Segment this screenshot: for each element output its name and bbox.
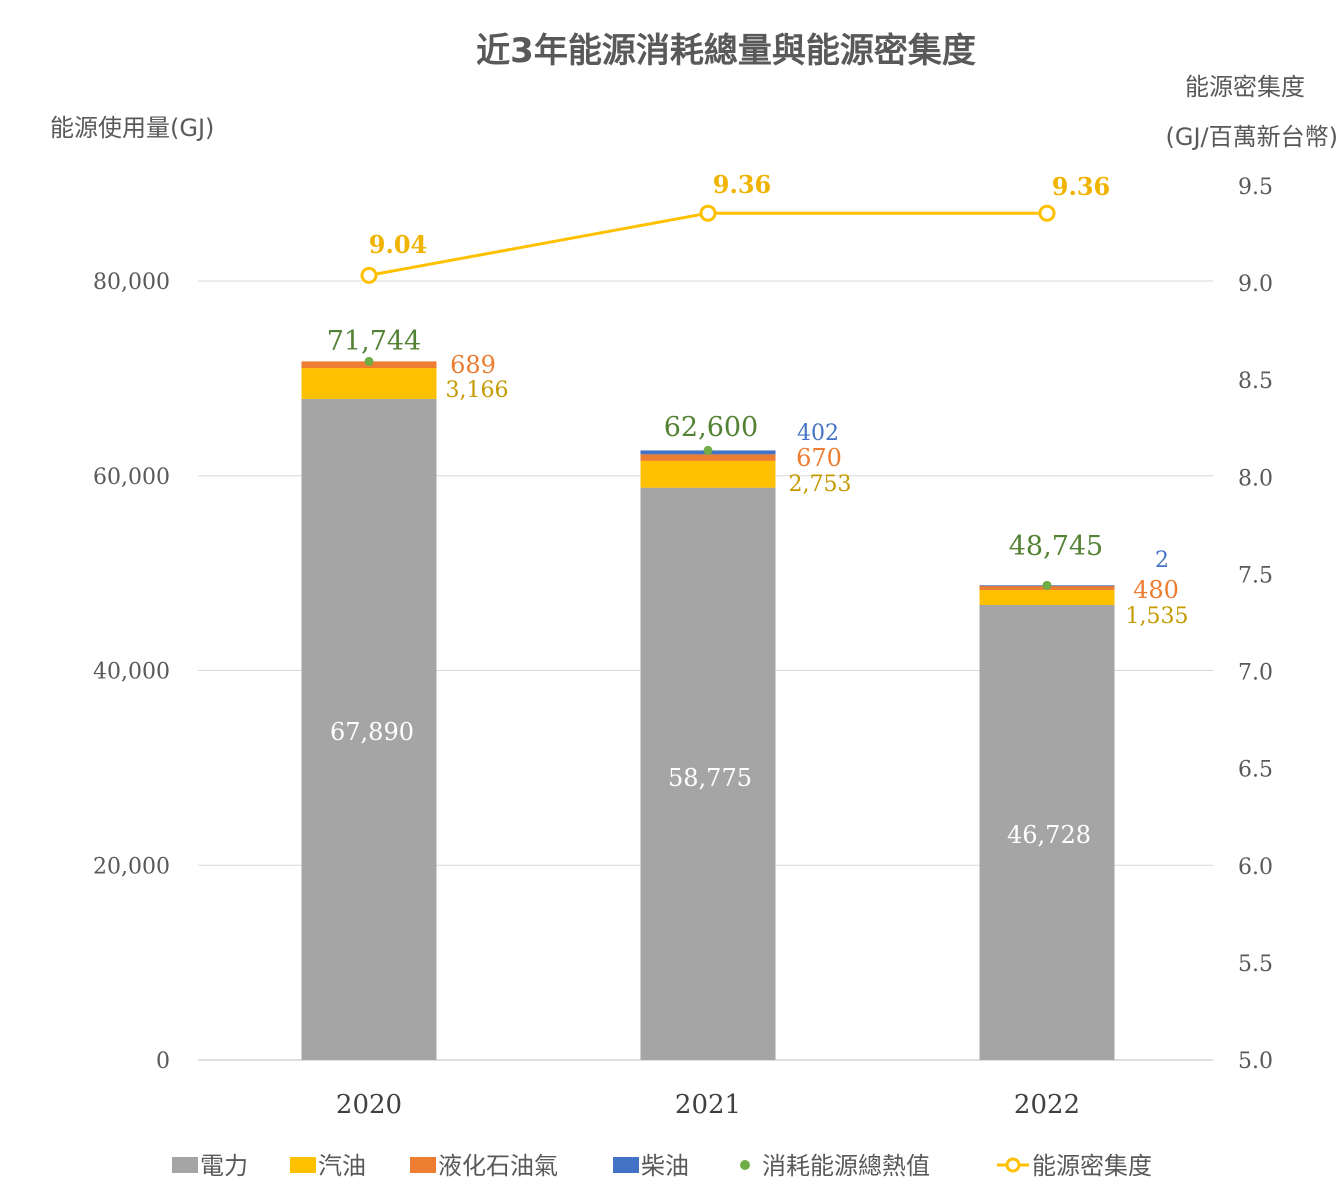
bar-segment-gasoline: [640, 460, 776, 488]
legend-label-lpg: 液化石油氣: [438, 1152, 558, 1180]
y2-tick-label: 8.0: [1238, 466, 1273, 491]
y2-tick-label: 7.0: [1238, 661, 1273, 686]
y2-axis-title-line1: 能源密集度: [1185, 73, 1305, 101]
legend-swatch-lpg: [410, 1157, 436, 1173]
y2-axis-title-line2: (GJ/百萬新台幣): [1166, 123, 1339, 151]
legend-label-intensity: 能源密集度: [1032, 1152, 1152, 1180]
legend: 電力 汽油 液化石油氣 柴油 消耗能源總熱值 能源密集度: [172, 1152, 1152, 1180]
y2-tick-label: 6.5: [1238, 758, 1273, 783]
bar-segment-lpg: [640, 454, 776, 461]
label-total: 71,744: [327, 326, 421, 357]
x-tick-label: 2022: [1014, 1090, 1080, 1120]
legend-swatch-electricity: [172, 1157, 198, 1173]
label-gasoline: 1,535: [1126, 604, 1189, 629]
label-diesel: 402: [797, 421, 839, 446]
intensity-line: [360, 204, 1056, 590]
y2-tick-label: 7.5: [1238, 563, 1273, 588]
y-tick-label: 20,000: [93, 854, 170, 879]
label-electricity: 46,728: [1007, 821, 1091, 849]
intensity-point: [1038, 204, 1056, 222]
label-intensity: 9.36: [713, 170, 771, 199]
bar-segment-electricity: [979, 604, 1115, 1060]
label-gasoline: 2,753: [789, 472, 852, 497]
legend-label-electricity: 電力: [200, 1152, 248, 1180]
label-total: 48,745: [1009, 531, 1103, 562]
data-labels: 67,890 58,775 46,728 71,744 62,600 48,745 3,16…: [327, 170, 1189, 849]
y2-tick-label: 9.5: [1238, 175, 1273, 200]
label-lpg: 689: [450, 351, 496, 379]
legend-label-diesel: 柴油: [641, 1152, 689, 1180]
label-gasoline: 3,166: [446, 378, 509, 403]
bar-segment-gasoline: [979, 590, 1115, 605]
label-diesel: 2: [1155, 548, 1169, 573]
legend-marker-intensity: [1005, 1157, 1021, 1173]
x-tick-label: 2021: [675, 1090, 741, 1120]
total-marker: [1042, 580, 1052, 590]
label-intensity: 9.04: [369, 230, 427, 259]
y2-tick-label: 6.0: [1238, 855, 1273, 880]
label-lpg: 670: [796, 444, 842, 472]
y-tick-label: 40,000: [93, 660, 170, 685]
y2-tick-label: 9.0: [1238, 272, 1273, 297]
bar-segment-electricity: [640, 487, 776, 1060]
y-tick-label: 0: [156, 1049, 170, 1074]
y-tick-label: 80,000: [93, 270, 170, 295]
legend-label-total: 消耗能源總熱值: [762, 1152, 930, 1180]
intensity-point: [699, 204, 717, 222]
label-lpg: 480: [1133, 576, 1179, 604]
total-marker: [703, 445, 713, 455]
total-marker: [364, 356, 374, 366]
intensity-line-path: [368, 211, 1047, 277]
label-total: 62,600: [664, 412, 758, 443]
legend-marker-total: [740, 1160, 750, 1170]
label-electricity: 58,775: [668, 764, 752, 792]
y2-tick-label: 5.5: [1238, 952, 1273, 977]
legend-label-gasoline: 汽油: [318, 1152, 366, 1180]
x-tick-label: 2020: [336, 1090, 402, 1120]
y2-tick-label: 8.5: [1238, 369, 1273, 394]
chart-title: 近3年能源消耗總量與能源密集度: [476, 31, 976, 71]
bars: [301, 361, 1115, 1060]
y2-tick-label: 5.0: [1238, 1049, 1273, 1074]
y-tick-label: 60,000: [93, 465, 170, 490]
legend-swatch-diesel: [613, 1157, 639, 1173]
label-intensity: 9.36: [1052, 172, 1110, 201]
intensity-point: [360, 266, 378, 284]
label-electricity: 67,890: [330, 718, 414, 746]
bar-segment-electricity: [301, 398, 437, 1060]
legend-swatch-gasoline: [290, 1157, 316, 1173]
bar-segment-gasoline: [301, 368, 437, 399]
y-axis-title: 能源使用量(GJ): [50, 114, 214, 142]
